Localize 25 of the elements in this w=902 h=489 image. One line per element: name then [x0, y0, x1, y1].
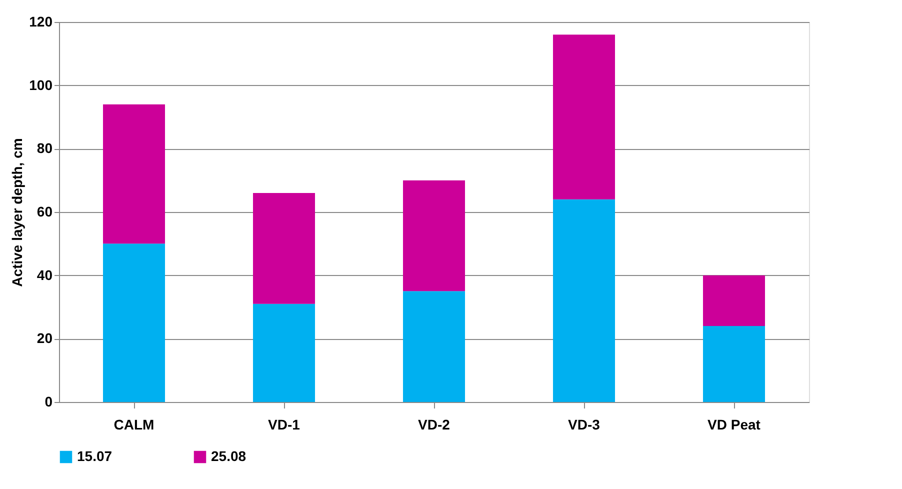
y-tick-label: 60 — [36, 204, 53, 220]
y-tick-label: 20 — [36, 330, 53, 346]
bar — [553, 199, 615, 402]
x-tick-label: VD-2 — [418, 416, 450, 432]
y-axis-title: Active layer depth, cm — [9, 138, 26, 287]
x-tick-label: VD-3 — [568, 416, 600, 432]
y-tick-label: 120 — [29, 14, 53, 30]
bar — [253, 304, 315, 402]
bar — [403, 291, 465, 402]
y-tick-label: 80 — [36, 140, 53, 156]
legend-label: 25.08 — [211, 448, 246, 464]
y-tick-label: 100 — [29, 76, 53, 93]
y-tick-label: 40 — [36, 266, 53, 283]
x-tick-label: VD Peat — [708, 416, 761, 432]
bar — [253, 193, 315, 304]
bar — [103, 244, 165, 402]
y-tick-label: 0 — [44, 394, 53, 410]
bar — [553, 34, 615, 200]
bar — [703, 275, 765, 326]
legend-label: 15.07 — [77, 448, 112, 464]
bar — [403, 180, 465, 292]
x-tick-label: VD-1 — [268, 416, 300, 432]
x-tick-label: CALM — [114, 416, 154, 432]
bar — [703, 326, 765, 402]
bar — [103, 104, 165, 244]
